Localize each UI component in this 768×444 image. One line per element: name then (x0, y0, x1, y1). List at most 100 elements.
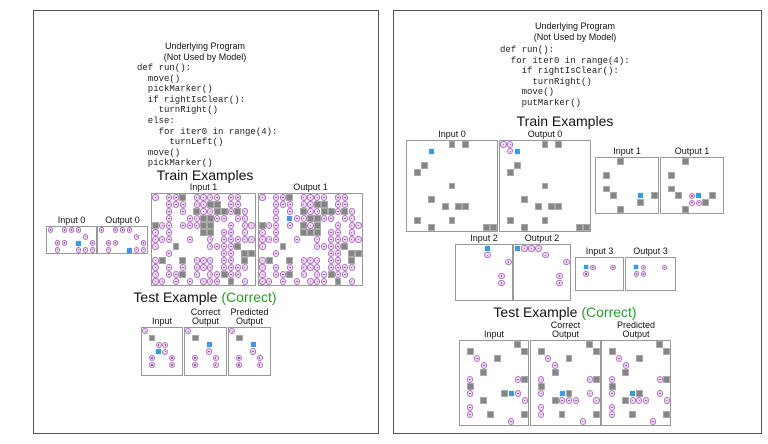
right-program-title: Underlying Program (Not Used by Model) (475, 21, 675, 43)
marker-icon (61, 227, 68, 234)
marker-icon (259, 257, 266, 264)
right-program-code: def run(): for iter0 in range(4): if rig… (500, 45, 630, 108)
marker-icon (227, 194, 235, 201)
robot-icon (127, 247, 132, 253)
wall-cell (441, 203, 449, 211)
grid-label: Input 1 (613, 146, 641, 156)
marker-icon (159, 222, 166, 229)
robot-icon (206, 342, 212, 348)
marker-icon (119, 227, 126, 234)
marker-icon (227, 201, 235, 208)
marker-icon (273, 194, 280, 201)
marker-icon (321, 194, 328, 201)
marker-icon (152, 243, 159, 250)
marker-icon (507, 141, 514, 148)
title-line: (Not Used by Model) (533, 32, 617, 42)
marker-icon (498, 279, 505, 286)
marker-icon (341, 236, 348, 243)
marker-icon (179, 264, 186, 271)
marker-icon (279, 278, 287, 285)
marker-icon (172, 194, 180, 201)
left-input-0: Input 0 (46, 216, 97, 254)
marker-icon (355, 222, 362, 229)
marker-icon (507, 418, 515, 425)
wall-cell (327, 208, 335, 215)
karel-grid (530, 340, 601, 426)
robot-icon (76, 240, 81, 246)
wall-cell (448, 182, 456, 190)
wall-cell (248, 250, 255, 257)
marker-icon (593, 397, 600, 404)
wall-cell (558, 411, 566, 418)
wall-cell (681, 158, 689, 165)
marker-icon (112, 227, 119, 234)
wall-cell (583, 224, 590, 231)
marker-icon (192, 355, 199, 362)
marker-icon (75, 246, 82, 253)
marker-icon (105, 246, 112, 253)
marker-icon (314, 194, 321, 201)
marker-icon (521, 397, 528, 404)
marker-icon (227, 257, 235, 264)
marker-icon (193, 271, 200, 278)
grid-label: Correct Output (190, 307, 221, 326)
marker-icon (467, 376, 474, 383)
wall-cell (637, 199, 645, 207)
marker-icon (273, 264, 280, 271)
marker-icon (227, 229, 235, 236)
marker-icon (542, 252, 549, 259)
marker-icon (159, 278, 166, 285)
wall-cell (241, 257, 249, 264)
marker-icon (538, 411, 545, 418)
marker-icon (348, 264, 355, 271)
right-test-input: Input (459, 330, 529, 426)
marker-icon (193, 264, 200, 271)
wall-cell (521, 348, 528, 355)
marker-icon (286, 264, 293, 271)
wall-cell (487, 411, 494, 418)
marker-icon (307, 194, 314, 201)
marker-icon (307, 222, 314, 229)
marker-icon (286, 208, 293, 215)
marker-icon (649, 418, 657, 425)
marker-icon (615, 355, 623, 362)
wall-cell (551, 369, 559, 376)
wall-cell (576, 224, 584, 231)
marker-icon (214, 278, 221, 285)
marker-icon (221, 215, 228, 222)
wall-cell (348, 250, 356, 257)
wall-cell (608, 348, 616, 355)
marker-icon (169, 355, 175, 362)
wall-cell (636, 355, 643, 362)
marker-icon (656, 390, 663, 397)
wall-cell (420, 161, 428, 169)
wall-cell (300, 222, 308, 229)
right-test-correct-output: Correct Output (530, 321, 601, 426)
marker-icon (82, 233, 89, 240)
wall-cell (179, 257, 187, 264)
right-output-1: Output 1 (660, 147, 724, 214)
robot-icon (630, 390, 636, 397)
marker-icon (172, 271, 180, 278)
wall-cell (602, 171, 610, 179)
marker-icon (54, 246, 61, 253)
karel-grid (406, 140, 498, 232)
grid-label: Output 0 (105, 215, 140, 225)
marker-icon (227, 271, 235, 278)
marker-icon (565, 397, 573, 404)
marker-icon (583, 271, 589, 277)
wall-cell (506, 217, 514, 225)
marker-icon (307, 278, 314, 285)
marker-icon (328, 215, 335, 222)
marker-icon (259, 278, 266, 285)
marker-icon (221, 236, 228, 243)
grid-label: Input 3 (585, 246, 614, 256)
marker-icon (273, 215, 280, 222)
wall-cell (355, 250, 362, 257)
wall-cell (681, 206, 689, 213)
marker-icon (556, 272, 563, 280)
robot-icon (428, 148, 434, 154)
marker-icon (609, 376, 616, 383)
grid-label: Output 1 (674, 146, 710, 156)
grid-label: Output 1 (293, 182, 328, 192)
